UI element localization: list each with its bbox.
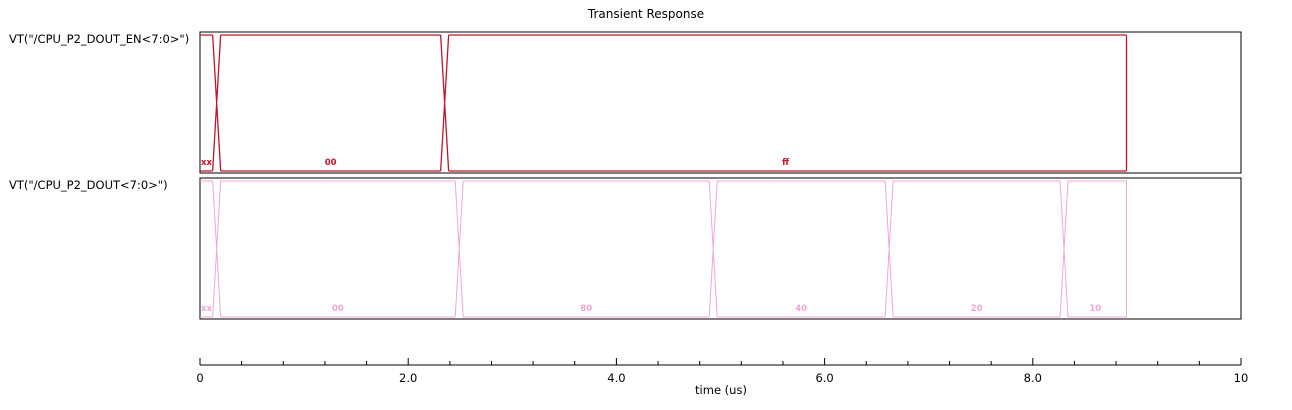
panel-frame [199, 177, 1242, 320]
bus-transition [212, 34, 222, 172]
x-tick-label: 8.0 [1024, 371, 1042, 385]
bus-segment [200, 34, 213, 172]
bus-segment [1068, 180, 1127, 318]
bus-value-label: 00 [325, 158, 337, 168]
bus-segment [220, 34, 441, 172]
bus-value-label: xx [201, 304, 212, 314]
bus-transition [439, 34, 450, 172]
series-label: VT("/CPU_P2_DOUT_EN<7:0>") [9, 32, 189, 46]
bus-segment [893, 180, 1061, 318]
bus-transition [454, 180, 464, 318]
bus-value-label: xx [201, 158, 212, 168]
bus-value-label: 80 [580, 304, 592, 314]
series-label: VT("/CPU_P2_DOUT<7:0>") [9, 178, 168, 192]
x-axis-label: time (us) [695, 383, 747, 397]
bus-segment [448, 34, 1127, 172]
panel-frame [199, 31, 1242, 174]
bus-value-label: 20 [971, 304, 983, 314]
bus-transition [884, 180, 894, 318]
bus-transition [212, 180, 222, 318]
x-tick-label: 4.0 [607, 371, 625, 385]
bus-transition [708, 180, 718, 318]
x-tick-label: 0 [196, 371, 203, 385]
series-panel-1: VT("/CPU_P2_DOUT<7:0>")xx 00 80 40 20 10 [9, 177, 1242, 320]
bus-segment [200, 180, 213, 318]
chart-title: Transient Response [587, 7, 704, 21]
bus-segment [717, 180, 886, 318]
x-tick-label: 10 [1234, 371, 1249, 385]
x-axis: 0 2.0 4.0 6.0 8.0 10 [196, 358, 1248, 385]
bus-value-label: 10 [1089, 304, 1101, 314]
series-panel-0: VT("/CPU_P2_DOUT_EN<7:0>")xx 00 ff [9, 31, 1242, 174]
bus-value-label: 40 [795, 304, 807, 314]
bus-value-label: ff [782, 158, 789, 168]
x-tick-label: 6.0 [815, 371, 833, 385]
x-tick-label: 2.0 [399, 371, 417, 385]
plot-area: VT("/CPU_P2_DOUT_EN<7:0>")xx 00 ffVT("/CPU… [9, 31, 1242, 320]
bus-value-label: 00 [332, 304, 344, 314]
bus-transition [1059, 180, 1069, 318]
bus-segment [463, 180, 710, 318]
bus-segment [220, 180, 456, 318]
